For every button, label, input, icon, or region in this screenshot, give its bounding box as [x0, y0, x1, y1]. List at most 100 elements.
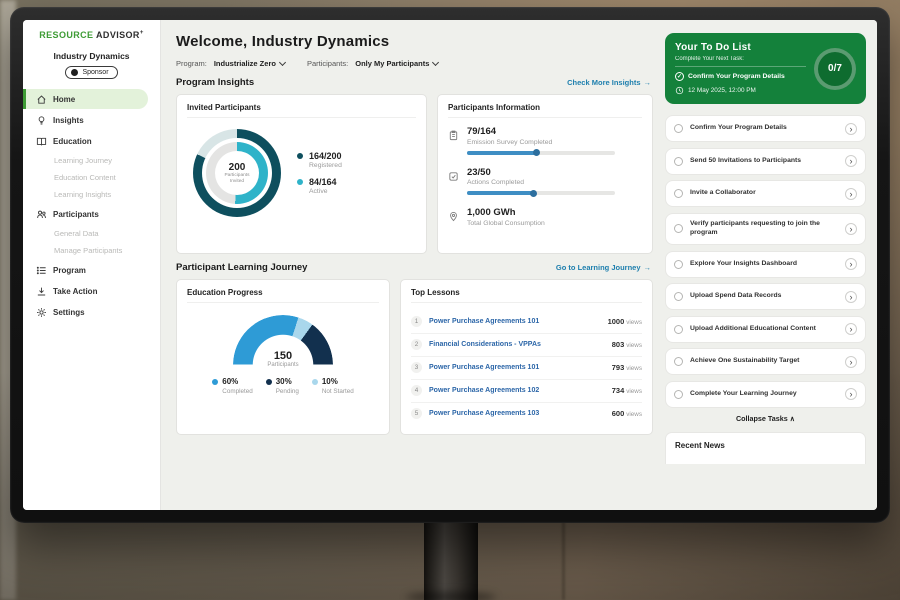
- sidebar-item-label: Settings: [53, 307, 85, 317]
- task-checkbox[interactable]: [674, 389, 683, 399]
- lesson-rank: 4: [411, 385, 422, 396]
- sidebar-item-manage-participants[interactable]: Manage Participants: [54, 246, 123, 255]
- sidebar-item-label: Home: [53, 94, 76, 104]
- program-filter-label: Program:: [176, 59, 207, 68]
- sidebar-item-label: Insights: [53, 115, 84, 125]
- lesson-link[interactable]: Power Purchase Agreements 102: [429, 387, 540, 394]
- arrow-right-icon: →: [643, 78, 652, 87]
- chevron-up-icon: ∧: [789, 413, 796, 423]
- recent-news-card: Recent News: [665, 431, 866, 464]
- sidebar-item-insights[interactable]: Insights: [23, 110, 160, 130]
- todo-next-task[interactable]: ✓ Confirm Your Program Details: [675, 72, 785, 81]
- go-to-learning-journey-link[interactable]: Go to Learning Journey →: [555, 262, 651, 272]
- settings-gear-icon: [36, 307, 47, 318]
- chevron-right-icon[interactable]: ›: [845, 187, 857, 200]
- education-icon: [36, 136, 47, 147]
- sidebar-item-participants[interactable]: Participants: [23, 204, 160, 224]
- task-item[interactable]: Achieve One Sustainability Target ›: [665, 348, 866, 376]
- legend-item-active: 84/164 Active: [297, 177, 342, 195]
- task-checkbox[interactable]: [674, 292, 683, 302]
- survey-clipboard-icon: [448, 128, 459, 141]
- task-item[interactable]: Explore Your Insights Dashboard ›: [665, 250, 866, 278]
- task-checkbox[interactable]: [674, 259, 683, 269]
- chevron-down-icon: [278, 58, 286, 66]
- legend-dot: [212, 379, 219, 385]
- check-circle-icon: ✓: [675, 72, 684, 81]
- task-item[interactable]: Upload Additional Educational Content ›: [665, 315, 866, 343]
- lesson-row: 2 Financial Considerations - VPPAs 803 vi…: [411, 334, 642, 357]
- lesson-link[interactable]: Power Purchase Agreements 101: [429, 364, 540, 371]
- lesson-link[interactable]: Power Purchase Agreements 101: [429, 318, 540, 325]
- filters-row: Program: Industrialize Zero Participants…: [176, 58, 653, 68]
- sidebar-item-education-content[interactable]: Education Content: [54, 173, 116, 182]
- task-item[interactable]: Confirm Your Program Details ›: [665, 115, 866, 142]
- participants-information-card: Participants Information 79/164 Emission…: [436, 94, 653, 254]
- participants-filter-dropdown[interactable]: Only My Participants: [355, 58, 440, 68]
- check-more-insights-link[interactable]: Check More Insights →: [567, 78, 651, 87]
- lesson-rank: 1: [411, 316, 422, 327]
- task-checkbox[interactable]: [674, 124, 683, 133]
- sidebar-item-take-action[interactable]: Take Action: [23, 281, 160, 301]
- lesson-views: 793 views: [611, 363, 642, 372]
- lesson-link[interactable]: Power Purchase Agreements 103: [429, 410, 540, 417]
- emission-survey-row: 79/164 Emission Survey Completed: [448, 126, 642, 156]
- task-checkbox[interactable]: [674, 156, 683, 166]
- brand-secondary: ADVISOR+: [96, 30, 144, 40]
- legend-item-registered: 164/200 Registered: [297, 151, 342, 169]
- task-item[interactable]: Verify participants requesting to join t…: [665, 212, 866, 246]
- chevron-right-icon[interactable]: ›: [845, 258, 857, 271]
- actions-completed-row: 23/50 Actions Completed: [448, 167, 642, 197]
- gauge-legend: 60% Completed 30% Pending 10% Not Starte…: [212, 377, 354, 395]
- task-item[interactable]: Send 50 Invitations to Participants ›: [665, 147, 866, 175]
- sidebar-item-learning-insights[interactable]: Learning Insights: [54, 190, 112, 199]
- task-item[interactable]: Complete Your Learning Journey ›: [665, 380, 866, 408]
- monitor-frame: RESOURCE ADVISOR+ Industry Dynamics Spon…: [10, 7, 890, 523]
- sidebar-item-settings[interactable]: Settings: [23, 302, 160, 322]
- sidebar-item-label: Program: [53, 265, 86, 275]
- lesson-row: 1 Power Purchase Agreements 101 1000 view…: [411, 311, 642, 334]
- task-checkbox[interactable]: [674, 224, 683, 234]
- sidebar-item-program[interactable]: Program: [23, 260, 160, 280]
- legend-item-pending: 30% Pending: [265, 377, 299, 395]
- lesson-views: 803 views: [611, 340, 642, 349]
- donut-legend: 164/200 Registered 84/164 Active: [297, 143, 342, 203]
- chevron-right-icon[interactable]: ›: [845, 155, 857, 167]
- legend-dot: [297, 153, 303, 159]
- chevron-right-icon[interactable]: ›: [845, 323, 857, 336]
- todo-title: Your To Do List: [675, 42, 751, 53]
- chevron-right-icon[interactable]: ›: [845, 222, 857, 235]
- sponsor-icon: [71, 69, 79, 76]
- chevron-right-icon[interactable]: ›: [845, 290, 857, 303]
- clock-icon: [675, 86, 684, 95]
- task-checkbox[interactable]: [674, 357, 683, 367]
- gauge-center-label: 150 Participants: [267, 349, 299, 368]
- top-lessons-card: Top Lessons 1 Power Purchase Agreements …: [400, 278, 653, 435]
- brand-logo: RESOURCE ADVISOR+: [23, 30, 160, 40]
- emission-survey-progressbar: [466, 149, 615, 156]
- sidebar-item-learning-journey[interactable]: Learning Journey: [54, 156, 112, 165]
- task-item[interactable]: Upload Spend Data Records ›: [665, 283, 866, 311]
- task-item[interactable]: Invite a Collaborator ›: [665, 180, 866, 207]
- chevron-right-icon[interactable]: ›: [845, 355, 857, 368]
- card-title: Invited Participants: [187, 103, 416, 118]
- main-content: Welcome, Industry Dynamics Program: Indu…: [161, 20, 665, 510]
- chevron-right-icon[interactable]: ›: [845, 122, 857, 135]
- sponsor-badge[interactable]: Sponsor: [65, 66, 118, 79]
- invited-participants-card: Invited Participants 200 Participants In…: [176, 94, 427, 254]
- collapse-tasks-link[interactable]: Collapse Tasks ∧: [735, 413, 796, 423]
- sidebar-item-education[interactable]: Education: [23, 131, 160, 151]
- learning-journey-header: Participant Learning Journey Go to Learn…: [176, 262, 651, 273]
- legend-dot: [265, 379, 272, 385]
- sidebar-item-home[interactable]: Home: [23, 89, 148, 109]
- lesson-link[interactable]: Financial Considerations - VPPAs: [429, 341, 541, 348]
- sidebar-item-label: Take Action: [53, 286, 98, 296]
- sidebar-nav: Home Insights Education Learn: [23, 89, 160, 322]
- task-checkbox[interactable]: [674, 324, 683, 334]
- chevron-right-icon[interactable]: ›: [845, 388, 857, 401]
- task-checkbox[interactable]: [674, 189, 683, 198]
- chevron-down-icon: [432, 58, 440, 66]
- program-filter-dropdown[interactable]: Industrialize Zero: [214, 58, 286, 68]
- todo-panel: Your To Do List Complete Your Next Task:…: [665, 20, 877, 510]
- sidebar-item-general-data[interactable]: General Data: [54, 229, 99, 238]
